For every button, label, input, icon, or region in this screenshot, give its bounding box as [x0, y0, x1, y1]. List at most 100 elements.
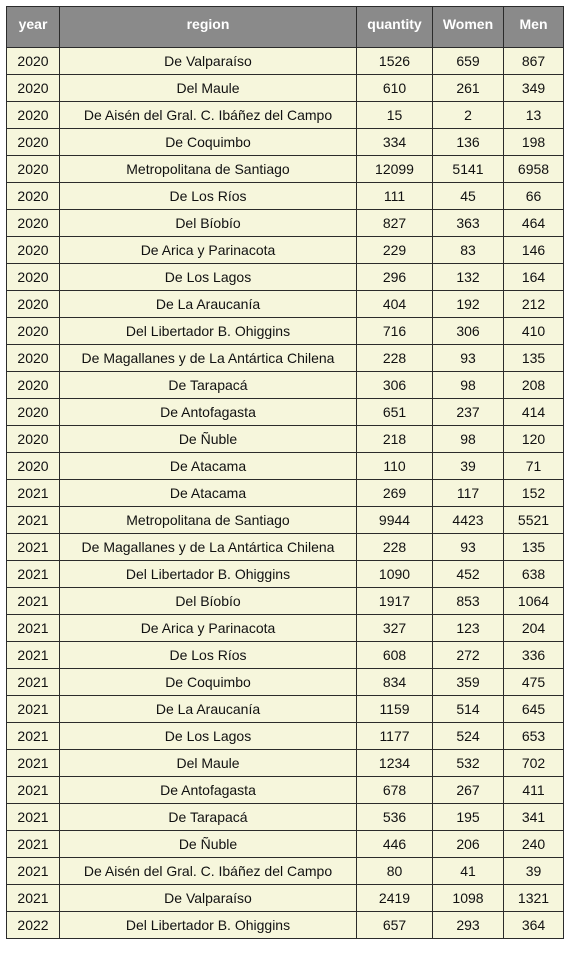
year-cell: 2021: [7, 669, 60, 696]
quantity-cell: 15: [357, 102, 433, 129]
year-cell: 2021: [7, 534, 60, 561]
quantity-cell: 834: [357, 669, 433, 696]
men-cell: 336: [504, 642, 564, 669]
column-header-region: region: [60, 7, 357, 48]
men-cell: 645: [504, 696, 564, 723]
year-cell: 2022: [7, 912, 60, 939]
table-row: 2022 Del Libertador B. Ohiggins 657 293 364: [7, 912, 564, 939]
women-cell: 192: [433, 291, 504, 318]
region-cell: De Coquimbo: [60, 669, 357, 696]
men-cell: 152: [504, 480, 564, 507]
table-row: 2020 Del Bíobío 827 363 464: [7, 210, 564, 237]
quantity-cell: 218: [357, 426, 433, 453]
year-cell: 2020: [7, 183, 60, 210]
quantity-cell: 334: [357, 129, 433, 156]
quantity-cell: 306: [357, 372, 433, 399]
year-cell: 2020: [7, 291, 60, 318]
men-cell: 120: [504, 426, 564, 453]
region-cell: Metropolitana de Santiago: [60, 156, 357, 183]
women-cell: 83: [433, 237, 504, 264]
region-cell: De Magallanes y de La Antártica Chilena: [60, 345, 357, 372]
year-cell: 2021: [7, 588, 60, 615]
men-cell: 208: [504, 372, 564, 399]
quantity-cell: 2419: [357, 885, 433, 912]
quantity-cell: 80: [357, 858, 433, 885]
women-cell: 45: [433, 183, 504, 210]
region-cell: Del Maule: [60, 75, 357, 102]
region-cell: De Tarapacá: [60, 804, 357, 831]
quantity-cell: 536: [357, 804, 433, 831]
region-cell: De Los Ríos: [60, 642, 357, 669]
year-cell: 2021: [7, 777, 60, 804]
table-row: 2021 Metropolitana de Santiago 9944 4423 552…: [7, 507, 564, 534]
region-cell: De Los Lagos: [60, 264, 357, 291]
men-cell: 146: [504, 237, 564, 264]
column-header-men: Men: [504, 7, 564, 48]
women-cell: 5141: [433, 156, 504, 183]
quantity-cell: 404: [357, 291, 433, 318]
women-cell: 4423: [433, 507, 504, 534]
region-cell: De Arica y Parinacota: [60, 615, 357, 642]
quantity-cell: 229: [357, 237, 433, 264]
quantity-cell: 608: [357, 642, 433, 669]
table-row: 2020 De Arica y Parinacota 229 83 146: [7, 237, 564, 264]
quantity-cell: 610: [357, 75, 433, 102]
quantity-cell: 12099: [357, 156, 433, 183]
men-cell: 6958: [504, 156, 564, 183]
year-cell: 2020: [7, 237, 60, 264]
region-cell: De Valparaíso: [60, 48, 357, 75]
women-cell: 93: [433, 345, 504, 372]
men-cell: 464: [504, 210, 564, 237]
men-cell: 39: [504, 858, 564, 885]
region-cell: Del Bíobío: [60, 588, 357, 615]
table-row: 2021 De La Araucanía 1159 514 645: [7, 696, 564, 723]
table-row: 2020 De Coquimbo 334 136 198: [7, 129, 564, 156]
men-cell: 135: [504, 345, 564, 372]
quantity-cell: 327: [357, 615, 433, 642]
table-row: 2021 De Los Ríos 608 272 336: [7, 642, 564, 669]
data-table: year region quantity Women Men 2020 De Va…: [6, 6, 564, 939]
quantity-cell: 228: [357, 534, 433, 561]
region-cell: De Antofagasta: [60, 399, 357, 426]
region-cell: De Arica y Parinacota: [60, 237, 357, 264]
year-cell: 2021: [7, 831, 60, 858]
men-cell: 212: [504, 291, 564, 318]
table-row: 2021 Del Maule 1234 532 702: [7, 750, 564, 777]
men-cell: 5521: [504, 507, 564, 534]
women-cell: 261: [433, 75, 504, 102]
region-cell: De La Araucanía: [60, 696, 357, 723]
year-cell: 2020: [7, 48, 60, 75]
year-cell: 2021: [7, 615, 60, 642]
year-cell: 2021: [7, 885, 60, 912]
header-row: year region quantity Women Men: [7, 7, 564, 48]
year-cell: 2020: [7, 129, 60, 156]
table-container: year region quantity Women Men 2020 De Va…: [6, 6, 564, 939]
region-cell: De La Araucanía: [60, 291, 357, 318]
table-row: 2021 De Coquimbo 834 359 475: [7, 669, 564, 696]
year-cell: 2021: [7, 696, 60, 723]
quantity-cell: 827: [357, 210, 433, 237]
table-row: 2020 Del Libertador B. Ohiggins 716 306 410: [7, 318, 564, 345]
men-cell: 410: [504, 318, 564, 345]
year-cell: 2020: [7, 345, 60, 372]
women-cell: 41: [433, 858, 504, 885]
women-cell: 524: [433, 723, 504, 750]
quantity-cell: 269: [357, 480, 433, 507]
women-cell: 93: [433, 534, 504, 561]
region-cell: Del Libertador B. Ohiggins: [60, 318, 357, 345]
women-cell: 359: [433, 669, 504, 696]
men-cell: 411: [504, 777, 564, 804]
women-cell: 39: [433, 453, 504, 480]
quantity-cell: 678: [357, 777, 433, 804]
table-row: 2021 De Aisén del Gral. C. Ibáñez del Cam…: [7, 858, 564, 885]
quantity-cell: 111: [357, 183, 433, 210]
table-row: 2021 De Los Lagos 1177 524 653: [7, 723, 564, 750]
quantity-cell: 716: [357, 318, 433, 345]
men-cell: 240: [504, 831, 564, 858]
year-cell: 2021: [7, 723, 60, 750]
men-cell: 71: [504, 453, 564, 480]
men-cell: 164: [504, 264, 564, 291]
women-cell: 272: [433, 642, 504, 669]
men-cell: 867: [504, 48, 564, 75]
quantity-cell: 651: [357, 399, 433, 426]
